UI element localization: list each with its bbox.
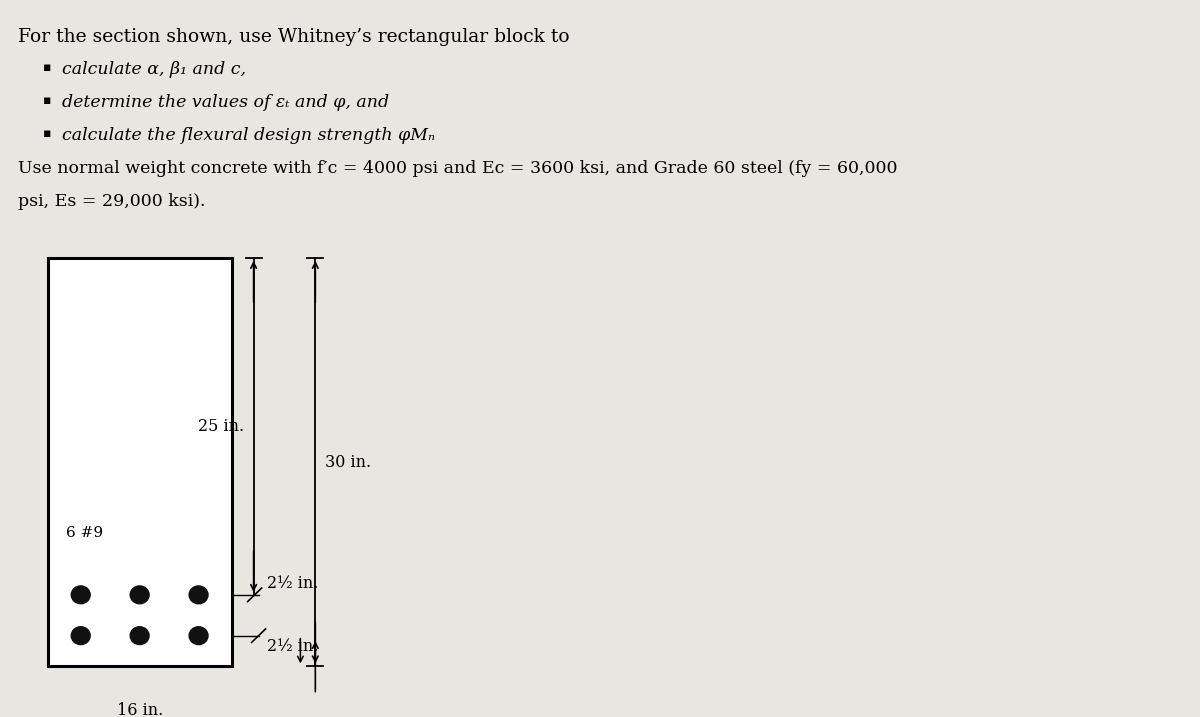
Text: 2½ in.: 2½ in. (266, 575, 318, 592)
Bar (48, 258, 232, 666)
Text: Use normal weight concrete with f′c = 4000 psi and Ec = 3600 ksi, and Grade 60 s: Use normal weight concrete with f′c = 40… (18, 159, 898, 176)
Circle shape (71, 586, 90, 604)
Text: psi, Es = 29,000 ksi).: psi, Es = 29,000 ksi). (18, 194, 205, 210)
Circle shape (130, 627, 149, 645)
Text: 30 in.: 30 in. (325, 454, 372, 470)
Circle shape (190, 627, 208, 645)
Text: ▪: ▪ (42, 127, 52, 140)
Text: calculate the flexural design strength φMₙ: calculate the flexural design strength φ… (62, 127, 436, 143)
Text: 2½ in.: 2½ in. (266, 638, 318, 655)
Text: 16 in.: 16 in. (116, 702, 163, 717)
Text: 6 #9: 6 #9 (66, 526, 103, 540)
Text: ▪: ▪ (42, 61, 52, 74)
Text: 25 in.: 25 in. (198, 418, 244, 435)
Circle shape (130, 586, 149, 604)
Text: calculate α, β₁ and c,: calculate α, β₁ and c, (62, 61, 246, 78)
Text: For the section shown, use Whitney’s rectangular block to: For the section shown, use Whitney’s rec… (18, 28, 569, 46)
Circle shape (190, 586, 208, 604)
Text: ▪: ▪ (42, 94, 52, 107)
Circle shape (71, 627, 90, 645)
Text: determine the values of εₜ and φ, and: determine the values of εₜ and φ, and (62, 94, 390, 111)
